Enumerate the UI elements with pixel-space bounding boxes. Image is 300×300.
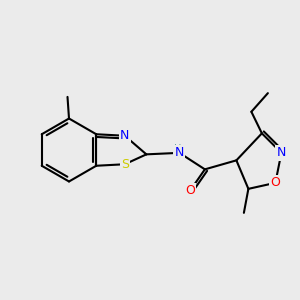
Text: S: S xyxy=(121,158,129,171)
Text: N: N xyxy=(120,129,130,142)
Text: O: O xyxy=(185,184,195,197)
Text: N: N xyxy=(175,146,184,159)
Text: H: H xyxy=(174,144,182,154)
Text: O: O xyxy=(270,176,280,189)
Text: N: N xyxy=(277,146,286,159)
